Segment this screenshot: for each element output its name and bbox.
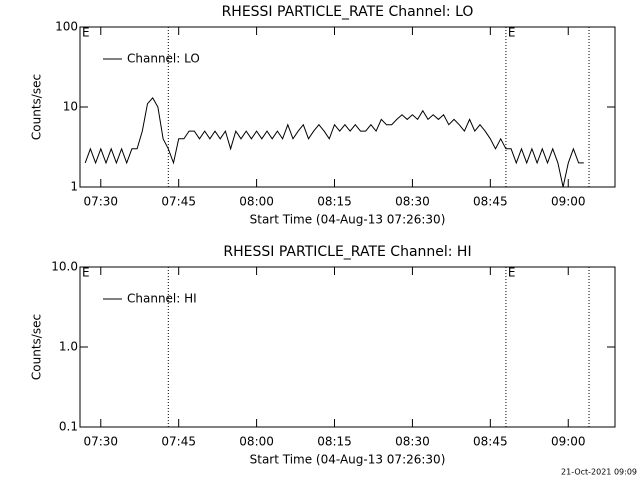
chart-title: RHESSI PARTICLE_RATE Channel: HI [223,244,471,260]
legend-label: Channel: HI [127,292,197,306]
annotation: E [82,266,90,280]
x-tick-label: 08:00 [239,435,274,449]
x-tick-label: 08:30 [395,435,430,449]
x-tick-label: 09:00 [551,195,586,209]
annotation: E [82,26,90,40]
y-tick-label: 10 [63,100,78,114]
x-axis-label: Start Time (04-Aug-13 07:26:30) [250,213,446,227]
y-tick-label: 10.0 [51,260,78,274]
x-tick-label: 09:00 [551,435,586,449]
x-tick-label: 08:45 [473,195,508,209]
annotation: E [508,266,516,280]
x-tick-label: 08:15 [317,195,352,209]
y-tick-label: 1.0 [59,340,78,354]
y-axis-label: Counts/sec [30,314,44,380]
x-tick-label: 07:45 [161,435,196,449]
x-tick-label: 08:45 [473,435,508,449]
x-tick-label: 08:00 [239,195,274,209]
y-axis-label: Counts/sec [30,74,44,140]
x-tick-label: 07:30 [83,435,118,449]
x-axis-label: Start Time (04-Aug-13 07:26:30) [250,453,446,467]
footer: 21-Oct-2021 09:09 [561,468,637,477]
annotation: E [508,26,516,40]
y-tick-label: 0.1 [59,420,78,434]
y-tick-label: 1 [70,180,78,194]
data-line [84,97,584,188]
y-tick-label: 100 [55,20,78,34]
x-tick-label: 08:15 [317,435,352,449]
x-tick-label: 07:45 [161,195,196,209]
chart-title: RHESSI PARTICLE_RATE Channel: LO [222,4,474,20]
x-tick-label: 07:30 [83,195,118,209]
legend-label: Channel: LO [127,52,200,66]
x-tick-label: 08:30 [395,195,430,209]
